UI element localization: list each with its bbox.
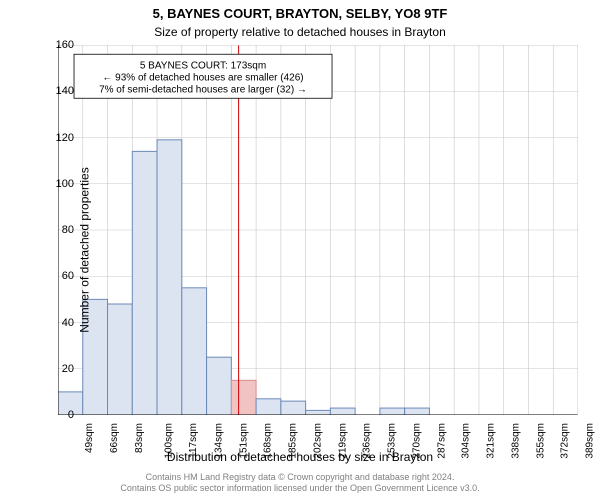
x-tick: 66sqm [109,423,120,453]
x-tick: 338sqm [511,423,522,459]
y-tick: 120 [44,132,74,144]
y-tick: 60 [44,270,74,282]
x-tick: 287sqm [436,423,447,459]
x-tick: 185sqm [288,423,299,459]
x-tick: 100sqm [164,423,175,459]
x-tick: 236sqm [362,423,373,459]
plot-area: 5 BAYNES COURT: 173sqm← 93% of detached … [58,45,578,415]
svg-text:7% of semi-detached houses are: 7% of semi-detached houses are larger (3… [99,84,307,95]
chart-svg: 5 BAYNES COURT: 173sqm← 93% of detached … [58,45,578,415]
y-tick: 20 [44,363,74,375]
y-tick: 80 [44,224,74,236]
x-tick: 253sqm [387,423,398,459]
y-tick: 100 [44,178,74,190]
svg-text:← 93% of detached houses are s: ← 93% of detached houses are smaller (42… [102,72,303,83]
y-tick: 140 [44,85,74,97]
x-tick: 372sqm [560,423,571,459]
y-tick: 40 [44,317,74,329]
x-tick: 49sqm [84,423,95,453]
chart-subtitle: Size of property relative to detached ho… [0,25,600,39]
footer-line1: Contains HM Land Registry data © Crown c… [146,472,455,482]
footer-line2: Contains OS public sector information li… [120,483,479,493]
x-tick: 83sqm [134,423,145,453]
x-tick: 389sqm [585,423,596,459]
x-tick: 219sqm [337,423,348,459]
x-tick: 321sqm [486,423,497,459]
x-tick: 270sqm [411,423,422,459]
chart-title-address: 5, BAYNES COURT, BRAYTON, SELBY, YO8 9TF [0,6,600,21]
footer-attribution: Contains HM Land Registry data © Crown c… [0,472,600,494]
y-tick: 160 [44,39,74,51]
x-tick: 151sqm [238,423,249,459]
y-axis-label: Number of detached properties [78,167,92,332]
x-tick: 117sqm [188,423,199,458]
x-tick: 202sqm [312,423,323,459]
x-tick: 355sqm [535,423,546,459]
x-tick: 168sqm [263,423,274,459]
x-tick: 304sqm [461,423,472,459]
y-tick: 0 [44,409,74,421]
svg-text:5 BAYNES COURT: 173sqm: 5 BAYNES COURT: 173sqm [140,60,266,71]
chart-container: 5, BAYNES COURT, BRAYTON, SELBY, YO8 9TF… [0,0,600,500]
x-tick: 134sqm [213,423,224,459]
